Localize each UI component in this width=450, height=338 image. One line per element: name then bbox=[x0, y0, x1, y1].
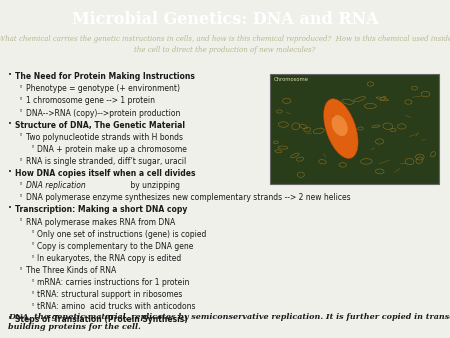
Text: DNA replication: DNA replication bbox=[26, 181, 86, 190]
Text: tRNA: amino  acid trucks with anticodons: tRNA: amino acid trucks with anticodons bbox=[37, 303, 195, 311]
Text: ◦: ◦ bbox=[31, 145, 35, 151]
Text: ◦: ◦ bbox=[31, 230, 35, 236]
Text: •: • bbox=[8, 169, 12, 175]
Text: Two polynucleotide strands with H bonds: Two polynucleotide strands with H bonds bbox=[26, 133, 183, 142]
Text: •: • bbox=[8, 206, 12, 212]
Text: How DNA copies itself when a cell divides: How DNA copies itself when a cell divide… bbox=[15, 169, 196, 178]
Ellipse shape bbox=[324, 99, 358, 159]
Text: ◦: ◦ bbox=[19, 96, 23, 102]
Text: DNA polymerase enzyme synthesizes new complementary strands --> 2 new helices: DNA polymerase enzyme synthesizes new co… bbox=[26, 193, 351, 202]
Text: RNA polymerase makes RNA from DNA: RNA polymerase makes RNA from DNA bbox=[26, 218, 176, 226]
Text: ◦: ◦ bbox=[31, 254, 35, 260]
Text: Microbial Genetics: DNA and RNA: Microbial Genetics: DNA and RNA bbox=[72, 11, 378, 28]
Text: Copy is complementary to the DNA gene: Copy is complementary to the DNA gene bbox=[37, 242, 194, 251]
Text: tRNA: structural support in ribosomes: tRNA: structural support in ribosomes bbox=[37, 290, 182, 299]
Text: ◦: ◦ bbox=[19, 181, 23, 187]
Text: The Need for Protein Making Instructions: The Need for Protein Making Instructions bbox=[15, 72, 195, 81]
Text: Structure of DNA, The Genetic Material: Structure of DNA, The Genetic Material bbox=[15, 121, 185, 130]
Ellipse shape bbox=[332, 115, 348, 136]
Text: The Three Kinds of RNA: The Three Kinds of RNA bbox=[26, 266, 117, 275]
Text: 1 chromosome gene --> 1 protein: 1 chromosome gene --> 1 protein bbox=[26, 96, 155, 105]
Text: ◦: ◦ bbox=[19, 218, 23, 224]
Text: ◦: ◦ bbox=[19, 133, 23, 139]
Text: by unzipping: by unzipping bbox=[128, 181, 180, 190]
Text: DNA-->RNA (copy)-->protein production: DNA-->RNA (copy)-->protein production bbox=[26, 108, 180, 118]
FancyBboxPatch shape bbox=[270, 74, 439, 184]
Text: ◦: ◦ bbox=[19, 193, 23, 199]
Text: •: • bbox=[8, 315, 12, 320]
Text: Steps of Translation (Protein Synthesis): Steps of Translation (Protein Synthesis) bbox=[15, 315, 188, 323]
Text: RNA is single stranded, diff’t sugar, uracil: RNA is single stranded, diff’t sugar, ur… bbox=[26, 157, 186, 166]
Text: ◦: ◦ bbox=[19, 157, 23, 163]
Text: Transcription: Making a short DNA copy: Transcription: Making a short DNA copy bbox=[15, 206, 188, 215]
Text: DNA, the genetic material, replicates by semiconservative replication. It is fur: DNA, the genetic material, replicates by… bbox=[8, 313, 450, 331]
Text: •: • bbox=[8, 72, 12, 78]
Text: Phenotype = genotype (+ environment): Phenotype = genotype (+ environment) bbox=[26, 84, 180, 93]
Text: What chemical carries the genetic instructions in cells, and how is this chemica: What chemical carries the genetic instru… bbox=[0, 35, 450, 54]
Text: •: • bbox=[8, 121, 12, 127]
Text: ◦: ◦ bbox=[31, 278, 35, 284]
Text: ◦: ◦ bbox=[31, 303, 35, 309]
Text: DNA + protein make up a chromosome: DNA + protein make up a chromosome bbox=[37, 145, 187, 154]
Text: Chromosome: Chromosome bbox=[274, 77, 309, 82]
Text: ◦: ◦ bbox=[19, 84, 23, 90]
Text: mRNA: carries instructions for 1 protein: mRNA: carries instructions for 1 protein bbox=[37, 278, 189, 287]
Text: In eukaryotes, the RNA copy is edited: In eukaryotes, the RNA copy is edited bbox=[37, 254, 181, 263]
Text: ◦: ◦ bbox=[19, 266, 23, 272]
Text: Only one set of instructions (gene) is copied: Only one set of instructions (gene) is c… bbox=[37, 230, 206, 239]
Text: ◦: ◦ bbox=[31, 290, 35, 296]
Text: ◦: ◦ bbox=[19, 108, 23, 115]
Text: ◦: ◦ bbox=[31, 242, 35, 248]
